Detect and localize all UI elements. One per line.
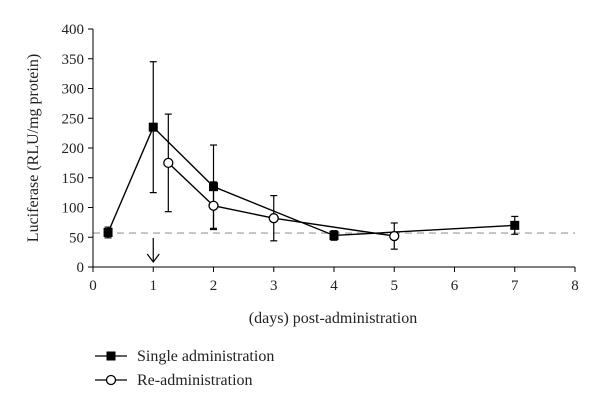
legend-marker-readmin — [105, 374, 117, 386]
data-point-square — [329, 230, 339, 240]
y-tick-label: 300 — [62, 82, 85, 98]
data-point-circle — [389, 230, 400, 242]
legend-marker-single — [106, 351, 116, 361]
series-single-administration — [103, 61, 520, 241]
series-re-administration — [163, 113, 400, 250]
series-line — [107, 125, 515, 237]
y-tick-label: 0 — [77, 260, 85, 276]
y-tick-label: 50 — [69, 230, 84, 246]
data-point-circle — [208, 200, 219, 211]
x-tick-label: 6 — [451, 278, 459, 294]
y-axis-title: Luciferase (RLU/mg protein) — [25, 54, 42, 242]
data-point-square — [103, 227, 113, 237]
x-ticks: 0 1 2 3 4 5 6 7 8 — [89, 267, 579, 294]
annotation-layer — [146, 238, 160, 263]
y-ticks: 0 50 100 150 200 250 300 350 400 — [62, 22, 93, 276]
x-tick-label: 4 — [330, 278, 338, 294]
data-point-circle — [163, 157, 174, 169]
y-tick-label: 100 — [62, 201, 85, 217]
data-point-square — [148, 122, 158, 132]
data-point-square — [510, 220, 520, 230]
legend-label-readmin: Re-administration — [137, 372, 253, 389]
series-line — [167, 162, 395, 237]
x-tick-label: 7 — [511, 278, 519, 294]
x-tick-label: 1 — [150, 278, 158, 294]
data-point-circle — [268, 213, 279, 224]
legend: Single administration Re-administration — [95, 348, 274, 389]
y-tick-label: 400 — [62, 22, 85, 38]
y-tick-label: 350 — [62, 52, 85, 68]
y-tick-label: 200 — [62, 141, 85, 157]
y-tick-label: 250 — [62, 111, 85, 127]
x-tick-label: 3 — [270, 278, 278, 294]
x-tick-label: 5 — [391, 278, 399, 294]
x-tick-label: 2 — [210, 278, 218, 294]
arrow-head — [146, 253, 160, 263]
y-tick-label: 150 — [62, 171, 85, 187]
legend-label-single: Single administration — [137, 348, 274, 365]
series-layer — [103, 61, 520, 250]
legend-item-readmin: Re-administration — [95, 372, 253, 389]
x-tick-label: 0 — [89, 278, 97, 294]
x-tick-label: 8 — [571, 278, 579, 294]
x-axis-title: (days) post-administration — [249, 310, 417, 327]
legend-item-single: Single administration — [95, 348, 274, 365]
